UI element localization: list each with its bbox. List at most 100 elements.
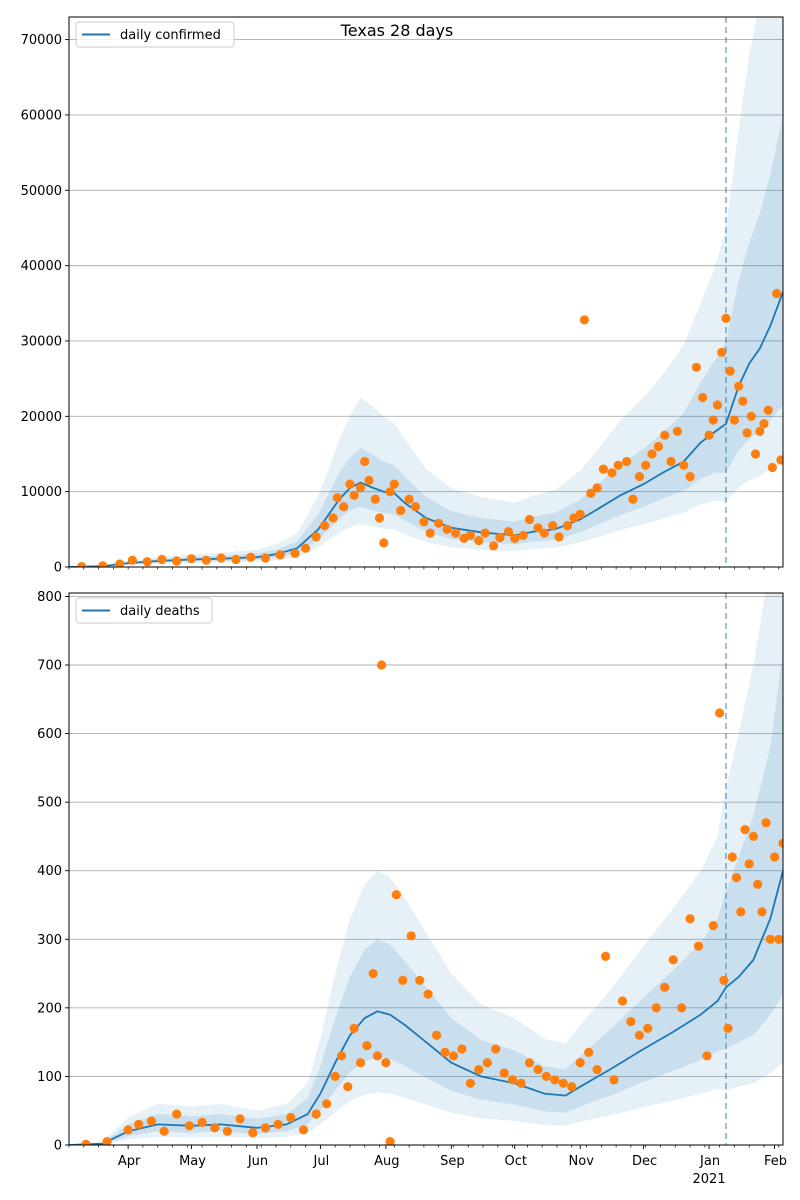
data-point xyxy=(235,1114,245,1124)
data-point xyxy=(548,521,558,531)
y-tick-label: 600 xyxy=(37,727,62,742)
data-point xyxy=(721,313,731,323)
data-point xyxy=(761,818,771,828)
x-tick-label: Dec xyxy=(632,1154,657,1169)
data-point xyxy=(134,1119,144,1129)
data-point xyxy=(425,528,435,538)
data-point xyxy=(374,513,385,523)
data-point xyxy=(330,1071,340,1081)
data-point xyxy=(617,996,628,1006)
x-tick-label: Jan xyxy=(699,1154,720,1169)
data-point xyxy=(759,419,769,429)
data-point xyxy=(539,528,549,538)
data-point xyxy=(385,1137,395,1145)
data-point xyxy=(355,1058,366,1068)
data-point xyxy=(197,1117,207,1127)
data-point xyxy=(146,1116,156,1126)
data-point xyxy=(311,1109,321,1119)
data-point xyxy=(491,1044,501,1054)
data-point xyxy=(246,552,256,562)
x-tick-label: Nov xyxy=(569,1154,595,1169)
axes-frame xyxy=(68,16,784,568)
legend: daily deaths xyxy=(75,597,213,624)
data-point xyxy=(172,556,182,566)
data-point xyxy=(708,921,718,931)
data-point xyxy=(328,513,338,523)
data-point xyxy=(550,1075,560,1085)
data-point xyxy=(778,838,783,848)
data-point xyxy=(634,472,645,482)
x-tick-label: Aug xyxy=(374,1154,399,1169)
data-point xyxy=(634,1030,645,1040)
data-point xyxy=(474,1065,484,1075)
data-point xyxy=(586,488,596,498)
y-tick-label: 800 xyxy=(37,590,62,605)
data-point xyxy=(533,523,543,533)
y-tick-label: 500 xyxy=(37,796,62,811)
data-point xyxy=(554,532,564,542)
plot-area xyxy=(69,593,783,1145)
data-point xyxy=(702,1051,712,1061)
data-point xyxy=(774,934,783,944)
x-year-label: 2021 xyxy=(693,1172,726,1187)
legend: daily confirmed xyxy=(75,21,235,48)
x-tick-label: Feb xyxy=(764,1154,787,1169)
plot-area xyxy=(69,17,783,567)
y-tick-label: 70000 xyxy=(21,33,62,48)
data-point xyxy=(273,1119,283,1129)
data-point xyxy=(607,468,617,478)
data-point xyxy=(750,449,761,459)
data-point xyxy=(740,825,750,835)
data-point xyxy=(419,517,429,527)
data-point xyxy=(495,533,505,543)
data-point xyxy=(651,1003,661,1013)
data-point xyxy=(685,914,695,924)
data-point xyxy=(81,1139,91,1145)
data-point xyxy=(666,456,676,467)
data-point xyxy=(442,524,452,534)
data-point xyxy=(343,1082,353,1092)
data-point xyxy=(345,479,355,489)
data-point xyxy=(567,1082,577,1092)
data-point xyxy=(410,502,420,512)
y-tick-label: 400 xyxy=(37,864,62,879)
x-tick-label: May xyxy=(179,1154,206,1169)
data-point xyxy=(77,562,87,567)
data-point xyxy=(364,475,374,485)
data-point xyxy=(451,528,461,538)
y-tick-label: 0 xyxy=(54,1139,62,1154)
data-point xyxy=(677,1003,687,1013)
data-point xyxy=(719,975,729,986)
data-point xyxy=(562,521,573,531)
confirmed-chart-panel: 0 10000 20000 30000 40000 50000 60000 70000 Texa… xyxy=(21,16,784,576)
data-point xyxy=(499,1068,509,1078)
data-point xyxy=(389,479,399,489)
data-point xyxy=(377,660,387,670)
data-point xyxy=(370,494,380,504)
data-point xyxy=(322,1099,332,1109)
data-point xyxy=(248,1128,258,1138)
data-point xyxy=(734,381,744,391)
data-point xyxy=(127,555,137,565)
data-point xyxy=(518,530,528,541)
chart-title: Texas 28 days xyxy=(340,21,454,40)
data-point xyxy=(753,879,763,890)
data-point xyxy=(723,1023,733,1033)
data-point xyxy=(368,969,378,979)
data-point xyxy=(260,553,271,563)
data-point xyxy=(643,1023,653,1033)
data-point xyxy=(115,559,125,567)
data-point xyxy=(742,428,752,438)
x-tick-label: Apr xyxy=(118,1154,141,1169)
data-point xyxy=(391,890,401,900)
data-point xyxy=(349,1023,359,1033)
data-point xyxy=(286,1113,296,1123)
data-point xyxy=(613,460,623,470)
data-point xyxy=(653,441,664,452)
data-point xyxy=(575,509,585,519)
data-point xyxy=(757,907,767,917)
data-point xyxy=(201,555,211,565)
data-point xyxy=(744,859,754,869)
data-point xyxy=(434,518,444,528)
